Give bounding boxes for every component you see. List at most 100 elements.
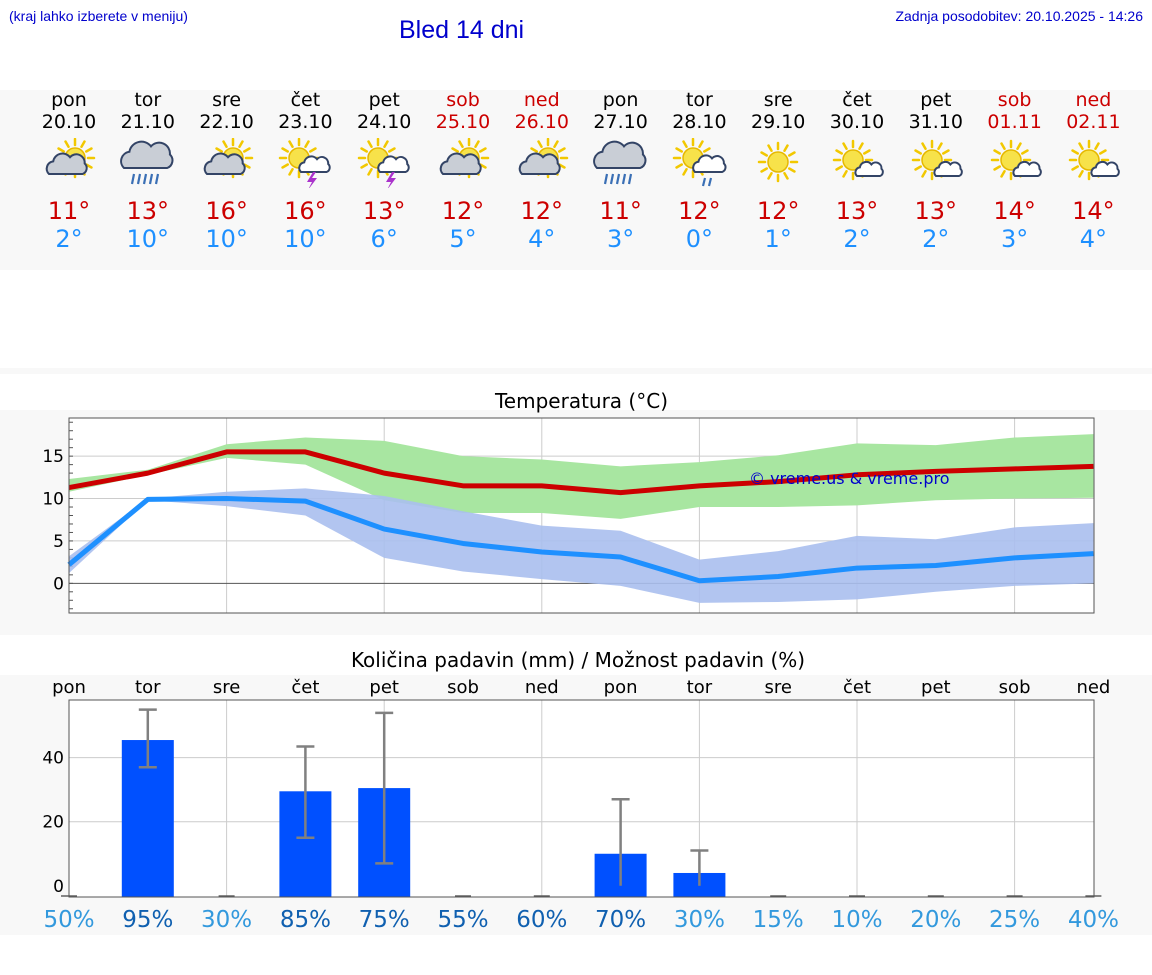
temp-min: 4° <box>528 225 556 253</box>
temp-max: 12° <box>520 197 564 225</box>
sun-thunderstorm-icon <box>357 138 410 188</box>
precip-chance: 50% <box>43 907 94 933</box>
forecast-day: čet 23.10 <box>265 89 345 133</box>
sun-small-cloud-icon <box>1069 139 1121 181</box>
sun-cloud-icon <box>439 138 490 179</box>
forecast-day: sre 22.10 <box>187 89 267 133</box>
day-name: čet <box>290 89 321 111</box>
precip-chance: 30% <box>201 907 252 933</box>
forecast-day: sob 01.11 <box>975 89 1055 133</box>
temp-max: 11° <box>47 197 91 225</box>
precip-chance: 75% <box>359 907 410 933</box>
last-updated: Zadnja posodobitev: 20.10.2025 - 14:26 <box>895 8 1143 24</box>
sun-rain-icon <box>673 138 727 187</box>
chart-title: Količina padavin (mm) / Možnost padavin … <box>351 648 805 672</box>
sun-thunderstorm-icon <box>279 138 332 188</box>
forecast-day: pon 20.10 <box>29 89 109 133</box>
x-category-label: tor <box>135 677 161 698</box>
temp-max: 12° <box>756 197 800 225</box>
day-name: pet <box>920 89 952 111</box>
temp-max: 13° <box>362 197 406 225</box>
forecast-day: pet 24.10 <box>344 89 424 133</box>
temp-max: 14° <box>1072 197 1115 225</box>
series-line-max <box>68 449 1094 496</box>
day-name: pet <box>368 89 400 111</box>
forecast-day: sob 25.10 <box>423 89 503 133</box>
day-date: 23.10 <box>278 111 333 133</box>
sun-cloud-icon <box>518 138 569 179</box>
day-date: 20.10 <box>41 111 97 133</box>
temp-max: 13° <box>835 197 879 225</box>
temperature-chart: Temperatura (°C) 0 5 10 15 © vreme.us & vreme… <box>42 389 1095 614</box>
day-date: 22.10 <box>199 111 254 133</box>
temp-min: 6° <box>370 225 398 253</box>
y-tick-label: 5 <box>53 532 64 552</box>
day-name: pon <box>602 89 639 111</box>
day-name: čet <box>842 89 872 111</box>
x-category-label: pet <box>369 677 399 698</box>
precip-chance: 60% <box>516 907 567 933</box>
day-date: 01.11 <box>987 111 1042 133</box>
temperature-band <box>0 368 1152 374</box>
day-name: sob <box>997 89 1032 111</box>
x-category-label: sre <box>764 677 791 698</box>
temp-min: 2° <box>843 225 871 253</box>
precip-chance: 55% <box>437 907 488 933</box>
temp-max: 12° <box>678 197 721 225</box>
x-category-label: pon <box>604 677 638 698</box>
precip-chance: 95% <box>122 907 173 933</box>
sun-cloud-icon <box>45 138 96 179</box>
sun-small-cloud-icon <box>832 139 884 181</box>
day-name: pon <box>51 89 87 111</box>
day-date: 29.10 <box>750 111 806 133</box>
temp-max: 13° <box>914 197 958 225</box>
day-name: sre <box>212 89 242 111</box>
temp-min: 1° <box>764 225 792 253</box>
forecast-day: ned 26.10 <box>502 89 582 133</box>
forecast-band <box>0 90 1152 270</box>
sun-cloud-icon <box>203 138 253 179</box>
day-name: tor <box>134 89 162 111</box>
day-name: tor <box>685 89 713 111</box>
temp-max: 14° <box>993 197 1036 225</box>
temp-max: 16° <box>284 197 327 225</box>
rain-cloud-icon <box>592 140 647 185</box>
y-tick-label: 0 <box>53 877 64 897</box>
x-category-label: ned <box>1076 677 1110 698</box>
x-category-label: sob <box>999 677 1031 698</box>
x-category-label: ned <box>525 677 559 698</box>
day-name: sre <box>763 89 793 111</box>
sun-small-cloud-icon <box>911 139 963 181</box>
day-date: 25.10 <box>435 111 491 133</box>
day-date: 02.11 <box>1066 111 1121 133</box>
x-category-label: tor <box>687 677 713 698</box>
temp-max: 11° <box>599 197 642 225</box>
day-date: 30.10 <box>829 111 885 133</box>
page-title: Bled 14 dni <box>399 16 525 44</box>
x-category-label: pet <box>921 677 951 698</box>
location-hint: (kraj lahko izberete v meniju) <box>9 8 188 24</box>
precipitation-chart: Količina padavin (mm) / Možnost padavin … <box>42 648 1119 933</box>
day-date: 26.10 <box>514 111 569 133</box>
forecast-day: pon 27.10 <box>581 89 661 133</box>
temp-min: 5° <box>449 225 477 253</box>
y-tick-label: 0 <box>53 574 64 594</box>
y-tick-label: 20 <box>42 813 64 833</box>
forecast-day: tor 21.10 <box>108 89 188 133</box>
forecast-day: sre 29.10 <box>738 89 818 133</box>
temp-max: 12° <box>441 197 485 225</box>
day-name: sob <box>446 89 480 111</box>
day-date: 21.10 <box>120 111 175 133</box>
plot-frame <box>68 417 1095 614</box>
sun-small-cloud-icon <box>990 139 1042 181</box>
forecast-day: tor 28.10 <box>659 89 739 133</box>
temp-max: 13° <box>126 197 170 225</box>
forecast-day: ned 02.11 <box>1053 89 1133 133</box>
sun-icon <box>757 141 799 183</box>
precip-chance: 85% <box>280 907 331 933</box>
y-tick-label: 10 <box>42 490 64 510</box>
precip-chance: 40% <box>1068 907 1119 933</box>
precip-chance: 70% <box>595 907 646 933</box>
temp-min: 0° <box>685 225 714 253</box>
temp-min: 10° <box>126 225 170 253</box>
